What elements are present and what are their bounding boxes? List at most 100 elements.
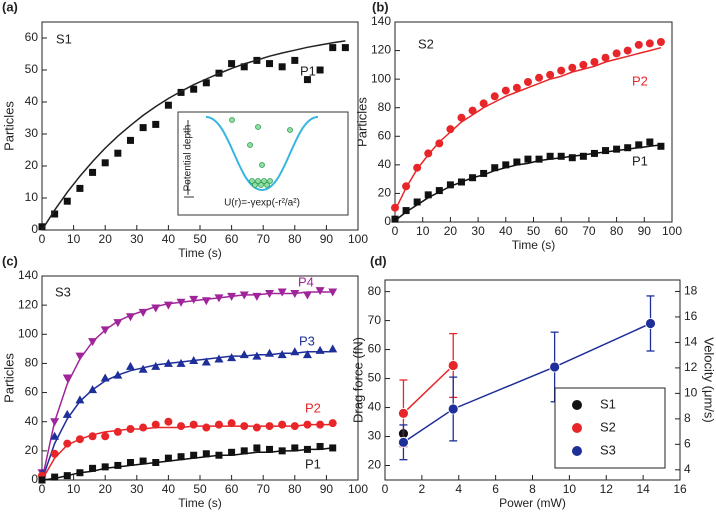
y2-tick-label: 10 <box>684 386 698 400</box>
marker <box>228 448 236 456</box>
marker <box>328 419 337 428</box>
y-axis-label: Particles <box>1 353 16 403</box>
marker <box>190 451 198 459</box>
x-tick-label: 40 <box>499 224 513 238</box>
marker <box>302 291 312 300</box>
marker <box>89 464 97 472</box>
x-tick-label: 20 <box>99 232 113 246</box>
marker <box>479 99 488 108</box>
marker <box>252 351 262 360</box>
marker <box>291 56 299 64</box>
marker <box>435 187 443 195</box>
marker <box>202 423 211 432</box>
marker <box>447 360 459 371</box>
y-tick-label: 0 <box>31 472 38 486</box>
marker <box>480 169 488 177</box>
y-tick-label: 60 <box>25 385 39 399</box>
x-tick-label: 80 <box>288 482 302 496</box>
marker <box>398 407 409 419</box>
y-tick-label: 30 <box>368 429 382 443</box>
panel-label: (b) <box>372 0 389 14</box>
marker <box>252 423 261 432</box>
marker <box>501 86 510 95</box>
marker <box>601 53 610 62</box>
x-tick-label: 8 <box>529 482 536 496</box>
marker <box>75 395 85 404</box>
panel-label: (d) <box>370 253 387 268</box>
y-tick-label: 60 <box>378 128 392 142</box>
marker <box>546 152 554 160</box>
marker <box>535 155 543 163</box>
marker <box>189 420 198 429</box>
marker <box>239 350 249 359</box>
marker <box>447 403 459 415</box>
marker <box>579 152 587 160</box>
marker <box>164 454 172 462</box>
x-tick-label: 60 <box>555 224 569 238</box>
marker <box>176 358 186 367</box>
marker <box>634 40 643 49</box>
inset-formula: U(r)=-γexp(-r²/a²) <box>224 198 300 209</box>
marker <box>278 63 286 71</box>
y-tick-label: 20 <box>378 186 392 200</box>
marker <box>89 168 97 176</box>
series-label: P3 <box>299 333 315 348</box>
marker <box>549 361 561 373</box>
x-tick-label: 10 <box>67 482 81 496</box>
marker <box>177 88 185 96</box>
marker <box>568 154 576 162</box>
x-tick-label: 4 <box>455 482 462 496</box>
x-axis-label: Time (s) <box>512 238 556 252</box>
y-tick-label: 60 <box>25 30 39 44</box>
marker <box>657 142 665 150</box>
marker <box>125 361 135 370</box>
marker <box>228 60 236 68</box>
y-tick-label: 70 <box>368 313 382 327</box>
marker <box>126 459 134 467</box>
x-tick-label: 0 <box>39 232 46 246</box>
marker <box>101 463 109 471</box>
series-label: P1 <box>305 456 321 471</box>
y-tick-label: 50 <box>368 371 382 385</box>
marker <box>278 420 287 429</box>
marker <box>76 184 84 192</box>
x-tick-label: 80 <box>610 224 624 238</box>
marker <box>151 420 160 429</box>
x-tick-label: 40 <box>162 482 176 496</box>
y-tick-label: 140 <box>371 14 391 28</box>
marker <box>602 147 610 155</box>
fit-line <box>394 144 661 222</box>
marker <box>38 223 46 231</box>
x-tick-label: 6 <box>492 482 499 496</box>
marker <box>315 345 325 354</box>
marker <box>139 423 148 432</box>
marker <box>51 210 59 218</box>
legend-label: S2 <box>600 419 616 434</box>
x-tick-label: 100 <box>348 482 368 496</box>
y-tick-label: 100 <box>18 326 38 340</box>
y-axis-label: Particles <box>354 97 369 147</box>
potential-curve <box>205 116 319 192</box>
marker <box>457 113 466 122</box>
inset: Potential depth U(r)=-γexp(-r²/a²) <box>177 111 349 216</box>
x-tick-label: 2 <box>419 482 426 496</box>
y2-axis-label: Velocity (μm/s) <box>702 337 716 423</box>
x-tick-label: 80 <box>288 232 302 246</box>
marker <box>446 181 454 189</box>
fit-line <box>41 291 333 481</box>
y-tick-label: 0 <box>31 222 38 236</box>
marker <box>613 145 621 153</box>
marker <box>402 207 410 215</box>
marker <box>635 141 643 149</box>
y2-tick-label: 12 <box>684 360 698 374</box>
x-tick-label: 70 <box>582 224 596 238</box>
marker <box>113 319 123 328</box>
marker <box>557 66 566 75</box>
x-axis-label: Time (s) <box>178 246 222 260</box>
marker <box>139 457 147 465</box>
marker <box>265 348 275 357</box>
series-line <box>403 322 651 443</box>
y-tick-label: 80 <box>378 100 392 114</box>
marker <box>645 39 654 48</box>
x-tick-label: 50 <box>193 482 207 496</box>
